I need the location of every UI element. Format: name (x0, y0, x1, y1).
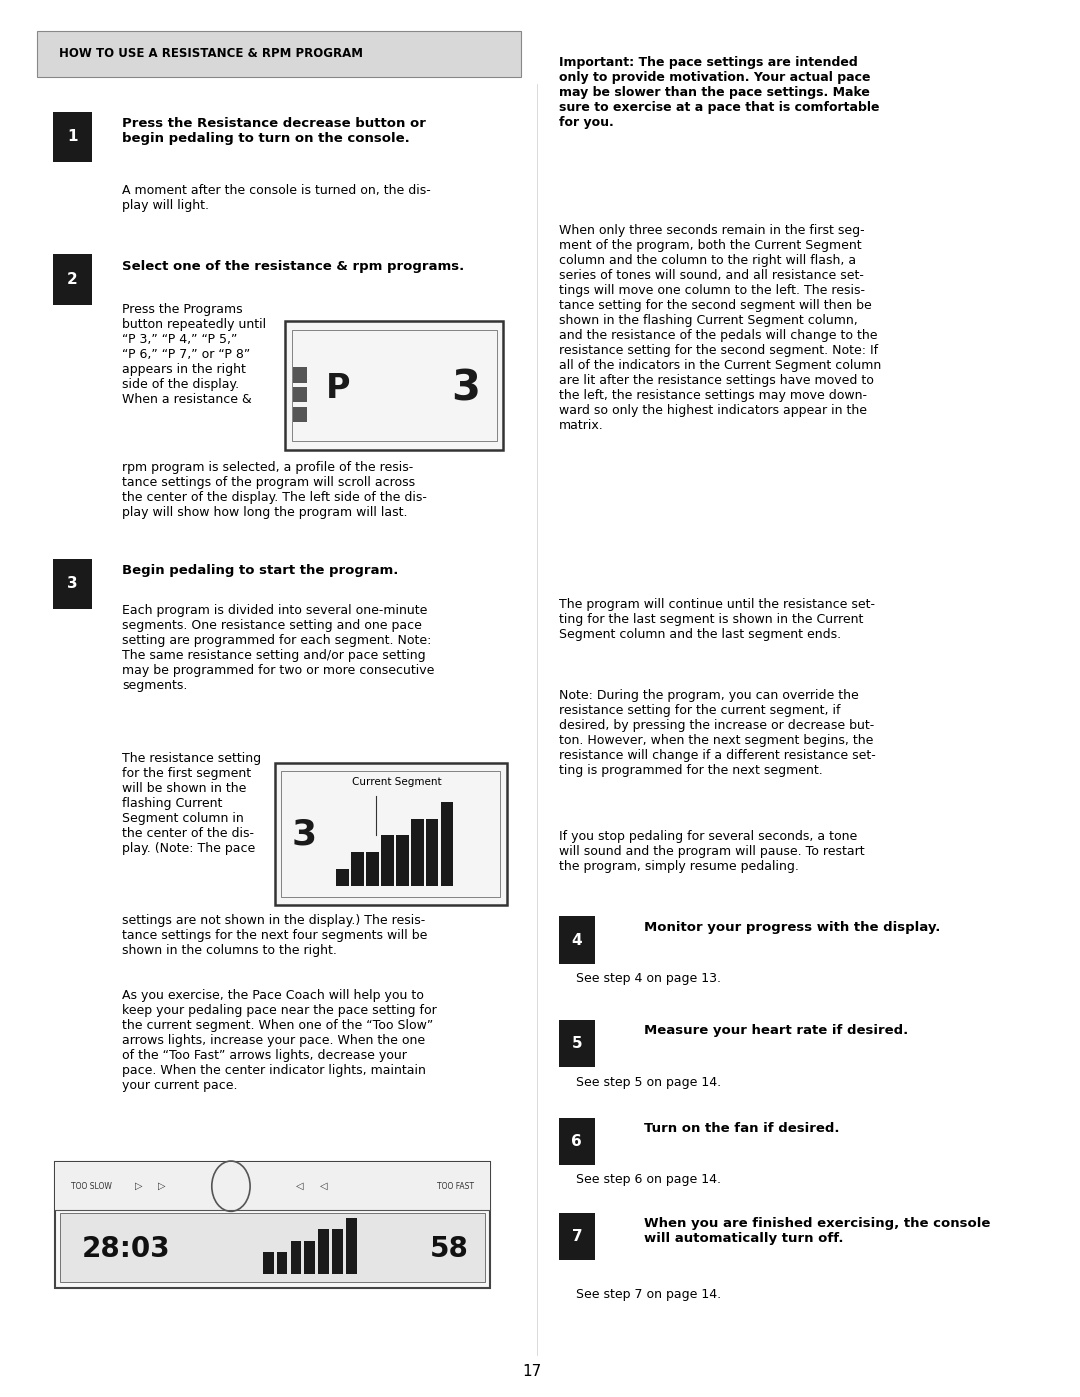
Text: Monitor your progress with the display.: Monitor your progress with the display. (644, 921, 941, 933)
Text: 3: 3 (67, 577, 78, 591)
Text: ◁: ◁ (296, 1182, 303, 1192)
Text: 58: 58 (430, 1235, 469, 1263)
FancyBboxPatch shape (558, 916, 595, 964)
Text: Select one of the resistance & rpm programs.: Select one of the resistance & rpm progr… (122, 260, 464, 272)
Text: The program will continue until the resistance set-
ting for the last segment is: The program will continue until the resi… (558, 598, 875, 641)
FancyBboxPatch shape (558, 1020, 595, 1067)
Bar (336, 869, 349, 886)
FancyBboxPatch shape (55, 1162, 489, 1288)
Text: When you are finished exercising, the console
will automatically turn off.: When you are finished exercising, the co… (644, 1217, 990, 1245)
Bar (346, 1218, 356, 1274)
FancyBboxPatch shape (53, 559, 92, 609)
Text: ◁: ◁ (320, 1182, 327, 1192)
Text: TOO FAST: TOO FAST (436, 1182, 474, 1190)
Text: 17: 17 (523, 1365, 542, 1379)
Text: Press the Resistance decrease button or
begin pedaling to turn on the console.: Press the Resistance decrease button or … (122, 117, 427, 145)
Text: Turn on the fan if desired.: Turn on the fan if desired. (644, 1122, 839, 1134)
Text: The resistance setting
for the first segment
will be shown in the
flashing Curre: The resistance setting for the first seg… (122, 752, 261, 855)
Text: Note: During the program, you can override the
resistance setting for the curren: Note: During the program, you can overri… (558, 689, 876, 777)
Bar (441, 802, 454, 886)
Text: 3: 3 (451, 367, 480, 409)
Text: Important: The pace settings are intended
only to provide motivation. Your actua: Important: The pace settings are intende… (558, 56, 879, 129)
Text: See step 5 on page 14.: See step 5 on page 14. (576, 1076, 720, 1088)
Bar (351, 852, 364, 886)
FancyBboxPatch shape (281, 771, 500, 897)
Bar (262, 1252, 273, 1274)
FancyBboxPatch shape (285, 321, 503, 450)
Text: ▷: ▷ (158, 1182, 165, 1192)
Text: ▷: ▷ (135, 1182, 143, 1192)
Text: 3: 3 (292, 817, 316, 851)
Text: P: P (326, 372, 350, 405)
Text: See step 7 on page 14.: See step 7 on page 14. (576, 1288, 720, 1301)
Bar (332, 1229, 342, 1274)
Text: rpm program is selected, a profile of the resis-
tance settings of the program w: rpm program is selected, a profile of th… (122, 461, 428, 520)
Text: Measure your heart rate if desired.: Measure your heart rate if desired. (644, 1024, 908, 1037)
Text: 4: 4 (571, 933, 582, 947)
Text: See step 4 on page 13.: See step 4 on page 13. (576, 972, 720, 985)
Text: settings are not shown in the display.) The resis-
tance settings for the next f: settings are not shown in the display.) … (122, 914, 428, 957)
Bar (381, 835, 394, 886)
Text: 1: 1 (67, 130, 78, 144)
Text: See step 6 on page 14.: See step 6 on page 14. (576, 1173, 720, 1186)
Text: 5: 5 (571, 1037, 582, 1051)
Bar (293, 387, 307, 402)
FancyBboxPatch shape (53, 112, 92, 162)
Text: 28:03: 28:03 (82, 1235, 171, 1263)
Text: TOO SLOW: TOO SLOW (71, 1182, 112, 1190)
Text: Current Segment: Current Segment (352, 777, 442, 787)
Bar (410, 819, 423, 886)
FancyBboxPatch shape (292, 330, 497, 441)
Text: When only three seconds remain in the first seg-
ment of the program, both the C: When only three seconds remain in the fi… (558, 224, 881, 432)
Text: HOW TO USE A RESISTANCE & RPM PROGRAM: HOW TO USE A RESISTANCE & RPM PROGRAM (58, 47, 363, 60)
Text: 6: 6 (571, 1134, 582, 1148)
Bar (396, 835, 408, 886)
FancyBboxPatch shape (558, 1118, 595, 1165)
FancyBboxPatch shape (55, 1162, 489, 1210)
Bar (426, 819, 438, 886)
Text: 2: 2 (67, 272, 78, 286)
FancyBboxPatch shape (59, 1213, 485, 1282)
Bar (291, 1241, 301, 1274)
Text: Press the Programs
button repeatedly until
“P 3,” “P 4,” “P 5,”
“P 6,” “P 7,” or: Press the Programs button repeatedly unt… (122, 303, 267, 407)
Text: As you exercise, the Pace Coach will help you to
keep your pedaling pace near th: As you exercise, the Pace Coach will hel… (122, 989, 437, 1092)
Bar (293, 367, 307, 383)
FancyBboxPatch shape (53, 254, 92, 305)
Bar (305, 1241, 315, 1274)
FancyBboxPatch shape (558, 1213, 595, 1260)
Text: 7: 7 (571, 1229, 582, 1243)
Text: Each program is divided into several one-minute
segments. One resistance setting: Each program is divided into several one… (122, 604, 435, 692)
Bar (293, 407, 307, 422)
FancyBboxPatch shape (274, 763, 507, 905)
Bar (319, 1229, 328, 1274)
Text: A moment after the console is turned on, the dis-
play will light.: A moment after the console is turned on,… (122, 184, 431, 212)
Bar (276, 1252, 287, 1274)
Text: Begin pedaling to start the program.: Begin pedaling to start the program. (122, 564, 399, 577)
Text: If you stop pedaling for several seconds, a tone
will sound and the program will: If you stop pedaling for several seconds… (558, 830, 864, 873)
FancyBboxPatch shape (37, 31, 522, 77)
Bar (366, 852, 379, 886)
